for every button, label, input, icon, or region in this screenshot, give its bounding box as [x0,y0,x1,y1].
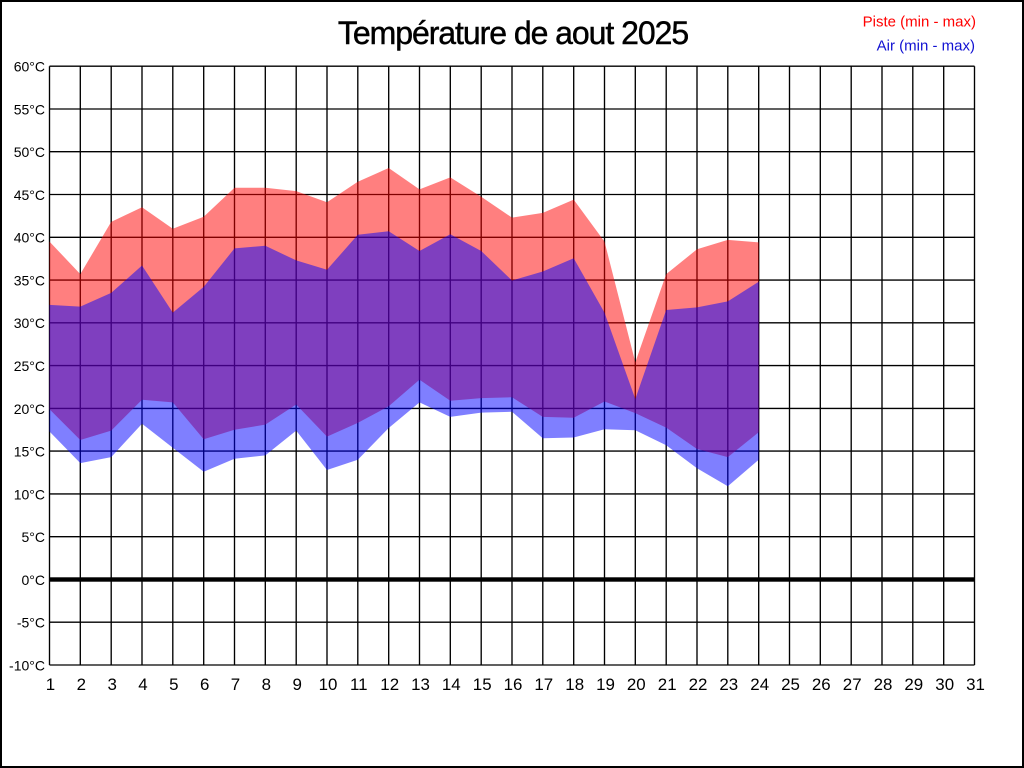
svg-text:40°C: 40°C [14,230,45,246]
svg-text:11: 11 [350,675,368,694]
svg-text:30°C: 30°C [14,315,45,331]
svg-text:4: 4 [138,675,147,694]
svg-text:15: 15 [473,675,492,694]
svg-text:9: 9 [292,675,301,694]
svg-text:50°C: 50°C [14,144,45,160]
svg-text:25°C: 25°C [14,358,45,374]
svg-text:10°C: 10°C [14,486,45,502]
svg-text:17: 17 [534,675,553,694]
svg-text:27: 27 [843,675,862,694]
svg-text:20: 20 [627,675,646,694]
svg-text:5°C: 5°C [22,529,46,545]
svg-text:29: 29 [904,675,923,694]
svg-text:22: 22 [689,675,708,694]
svg-text:20°C: 20°C [14,401,45,417]
svg-text:0°C: 0°C [22,572,46,588]
svg-text:10: 10 [319,675,338,694]
svg-text:8: 8 [262,675,271,694]
svg-text:13: 13 [411,675,430,694]
svg-text:23: 23 [719,675,738,694]
svg-text:35°C: 35°C [14,273,45,289]
svg-text:Température de aout 2025: Température de aout 2025 [338,15,688,51]
svg-text:12: 12 [380,675,399,694]
svg-text:26: 26 [812,675,831,694]
svg-text:24: 24 [750,675,769,694]
svg-text:18: 18 [565,675,584,694]
svg-text:5: 5 [169,675,178,694]
svg-text:15°C: 15°C [14,444,45,460]
svg-text:30: 30 [935,675,954,694]
svg-text:6: 6 [200,675,209,694]
svg-text:19: 19 [596,675,615,694]
svg-text:-5°C: -5°C [17,615,45,631]
svg-text:Air (min - max): Air (min - max) [877,38,975,55]
svg-text:60°C: 60°C [14,59,45,75]
svg-text:1: 1 [46,675,55,694]
svg-text:16: 16 [504,675,523,694]
svg-text:2: 2 [77,675,86,694]
svg-text:14: 14 [442,675,461,694]
svg-text:3: 3 [107,675,116,694]
svg-text:55°C: 55°C [14,101,45,117]
svg-text:21: 21 [658,675,677,694]
svg-text:7: 7 [231,675,240,694]
svg-text:45°C: 45°C [14,187,45,203]
svg-text:-10°C: -10°C [9,657,45,673]
svg-text:28: 28 [874,675,893,694]
svg-text:25: 25 [781,675,800,694]
svg-text:Piste (min - max): Piste (min - max) [863,13,976,30]
svg-text:31: 31 [966,675,985,694]
